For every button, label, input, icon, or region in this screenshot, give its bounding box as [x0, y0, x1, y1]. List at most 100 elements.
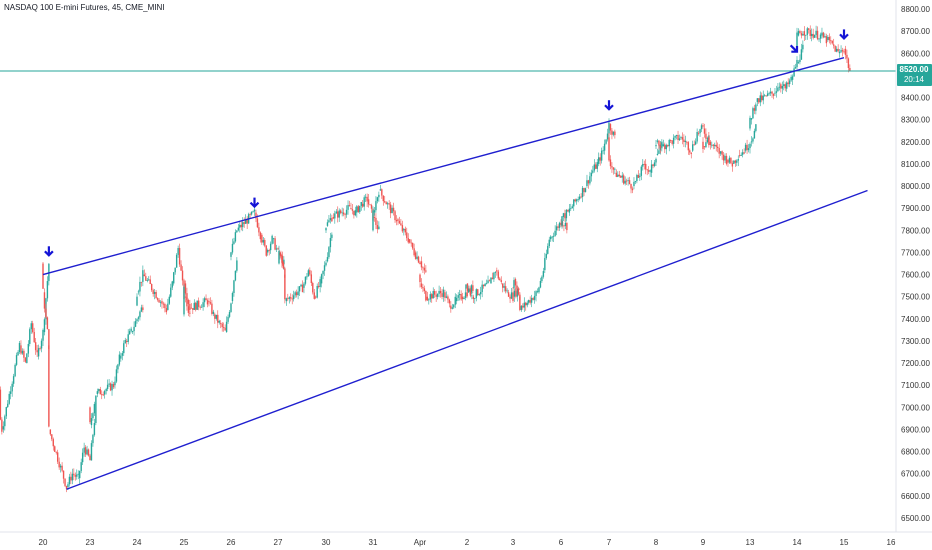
candle-body [538, 287, 540, 293]
candle-body [171, 281, 173, 288]
candle-body [755, 104, 757, 111]
candle-body [802, 44, 804, 50]
candle-body [252, 211, 254, 213]
candle-body [114, 381, 116, 386]
candle-body [136, 296, 138, 306]
candle-body [76, 474, 78, 477]
candle-body [664, 144, 666, 150]
candle-body [420, 283, 423, 288]
candle-body [406, 232, 408, 239]
candle-body [183, 287, 185, 315]
candle-body [269, 243, 272, 251]
price-tag-countdown: 20:14 [904, 75, 925, 84]
candle-body [370, 205, 373, 209]
candle-body [568, 208, 571, 213]
candle-body [234, 232, 237, 242]
candle-body [256, 218, 259, 228]
candle-body [422, 287, 424, 289]
candle-body [702, 141, 704, 150]
trendline-lower[interactable] [66, 189, 868, 490]
down-arrow-icon [789, 44, 799, 53]
candle-body [728, 157, 731, 163]
candle-body [140, 307, 143, 312]
candle-body [431, 294, 433, 299]
candle-body [17, 351, 19, 356]
candle-body [283, 259, 285, 265]
candle-body [325, 262, 327, 266]
candle-body [628, 180, 631, 184]
candle-body [432, 291, 434, 299]
candle-body [699, 129, 701, 134]
candle-body [596, 162, 598, 169]
candle-body [571, 206, 573, 209]
candle-body [677, 135, 679, 141]
candle-body [584, 188, 587, 193]
time-axis[interactable]: 20 23 24 25 26 27 30 31 Apr 2 3 6 7 8 9 13 14 15 16 [0, 531, 932, 547]
time-tick-label: 14 [793, 538, 802, 547]
candle-body [697, 132, 700, 134]
candle-body [515, 290, 517, 297]
candle-body [274, 238, 276, 250]
candle-body [765, 95, 767, 97]
candle-body [414, 252, 417, 259]
candle-body [847, 58, 850, 68]
candle-body [304, 276, 307, 284]
candle-body [323, 265, 326, 271]
candle-body [463, 297, 465, 300]
candle-body [609, 124, 612, 131]
trendlines-layer[interactable] [42, 57, 868, 490]
candle-body [696, 131, 698, 142]
time-tick-label: 7 [607, 538, 612, 547]
candle-body [209, 302, 212, 304]
candle-body [322, 270, 324, 275]
candle-body [39, 348, 41, 349]
candle-body [378, 226, 380, 230]
candle-body [686, 141, 688, 143]
candle-body [790, 76, 792, 81]
candle-body [161, 301, 163, 304]
candle-body [212, 311, 215, 314]
candle-body [211, 303, 213, 314]
candle-body [824, 36, 826, 38]
time-tick-label: 9 [701, 538, 706, 547]
candle-body [220, 323, 222, 325]
candle-body [272, 238, 275, 240]
candle-body [320, 274, 323, 284]
candle-body [202, 302, 204, 307]
candle-body [468, 289, 470, 291]
candle-body [236, 230, 238, 233]
candle-body [733, 160, 735, 164]
candle-body [99, 389, 101, 395]
candle-body [647, 170, 650, 172]
candle-body [813, 35, 816, 38]
candle-body [586, 180, 588, 187]
candle-body [797, 62, 800, 63]
candle-body [849, 67, 851, 71]
candle-body [14, 364, 16, 377]
candle-body [541, 276, 543, 282]
candle-body [420, 261, 423, 268]
candle-body [142, 270, 144, 282]
candle-body [523, 302, 525, 308]
candle-body [205, 298, 207, 301]
candle-body [11, 383, 13, 392]
candle-body [481, 284, 483, 293]
trendline-upper[interactable] [42, 57, 845, 276]
candle-body [51, 434, 53, 440]
candle-body [331, 218, 333, 222]
candle-body [261, 234, 263, 243]
candle-body [312, 283, 314, 293]
candle-body [152, 290, 154, 294]
candle-body [79, 470, 81, 479]
candle-body [435, 294, 437, 297]
candle-body [8, 393, 10, 404]
candle-body [490, 277, 492, 284]
candle-body [547, 246, 549, 254]
candle-body [121, 353, 124, 356]
candle-body [193, 302, 195, 310]
candle-body [744, 144, 747, 151]
candle-body [689, 150, 691, 153]
candle-body [805, 34, 807, 36]
candle-body [725, 155, 728, 164]
